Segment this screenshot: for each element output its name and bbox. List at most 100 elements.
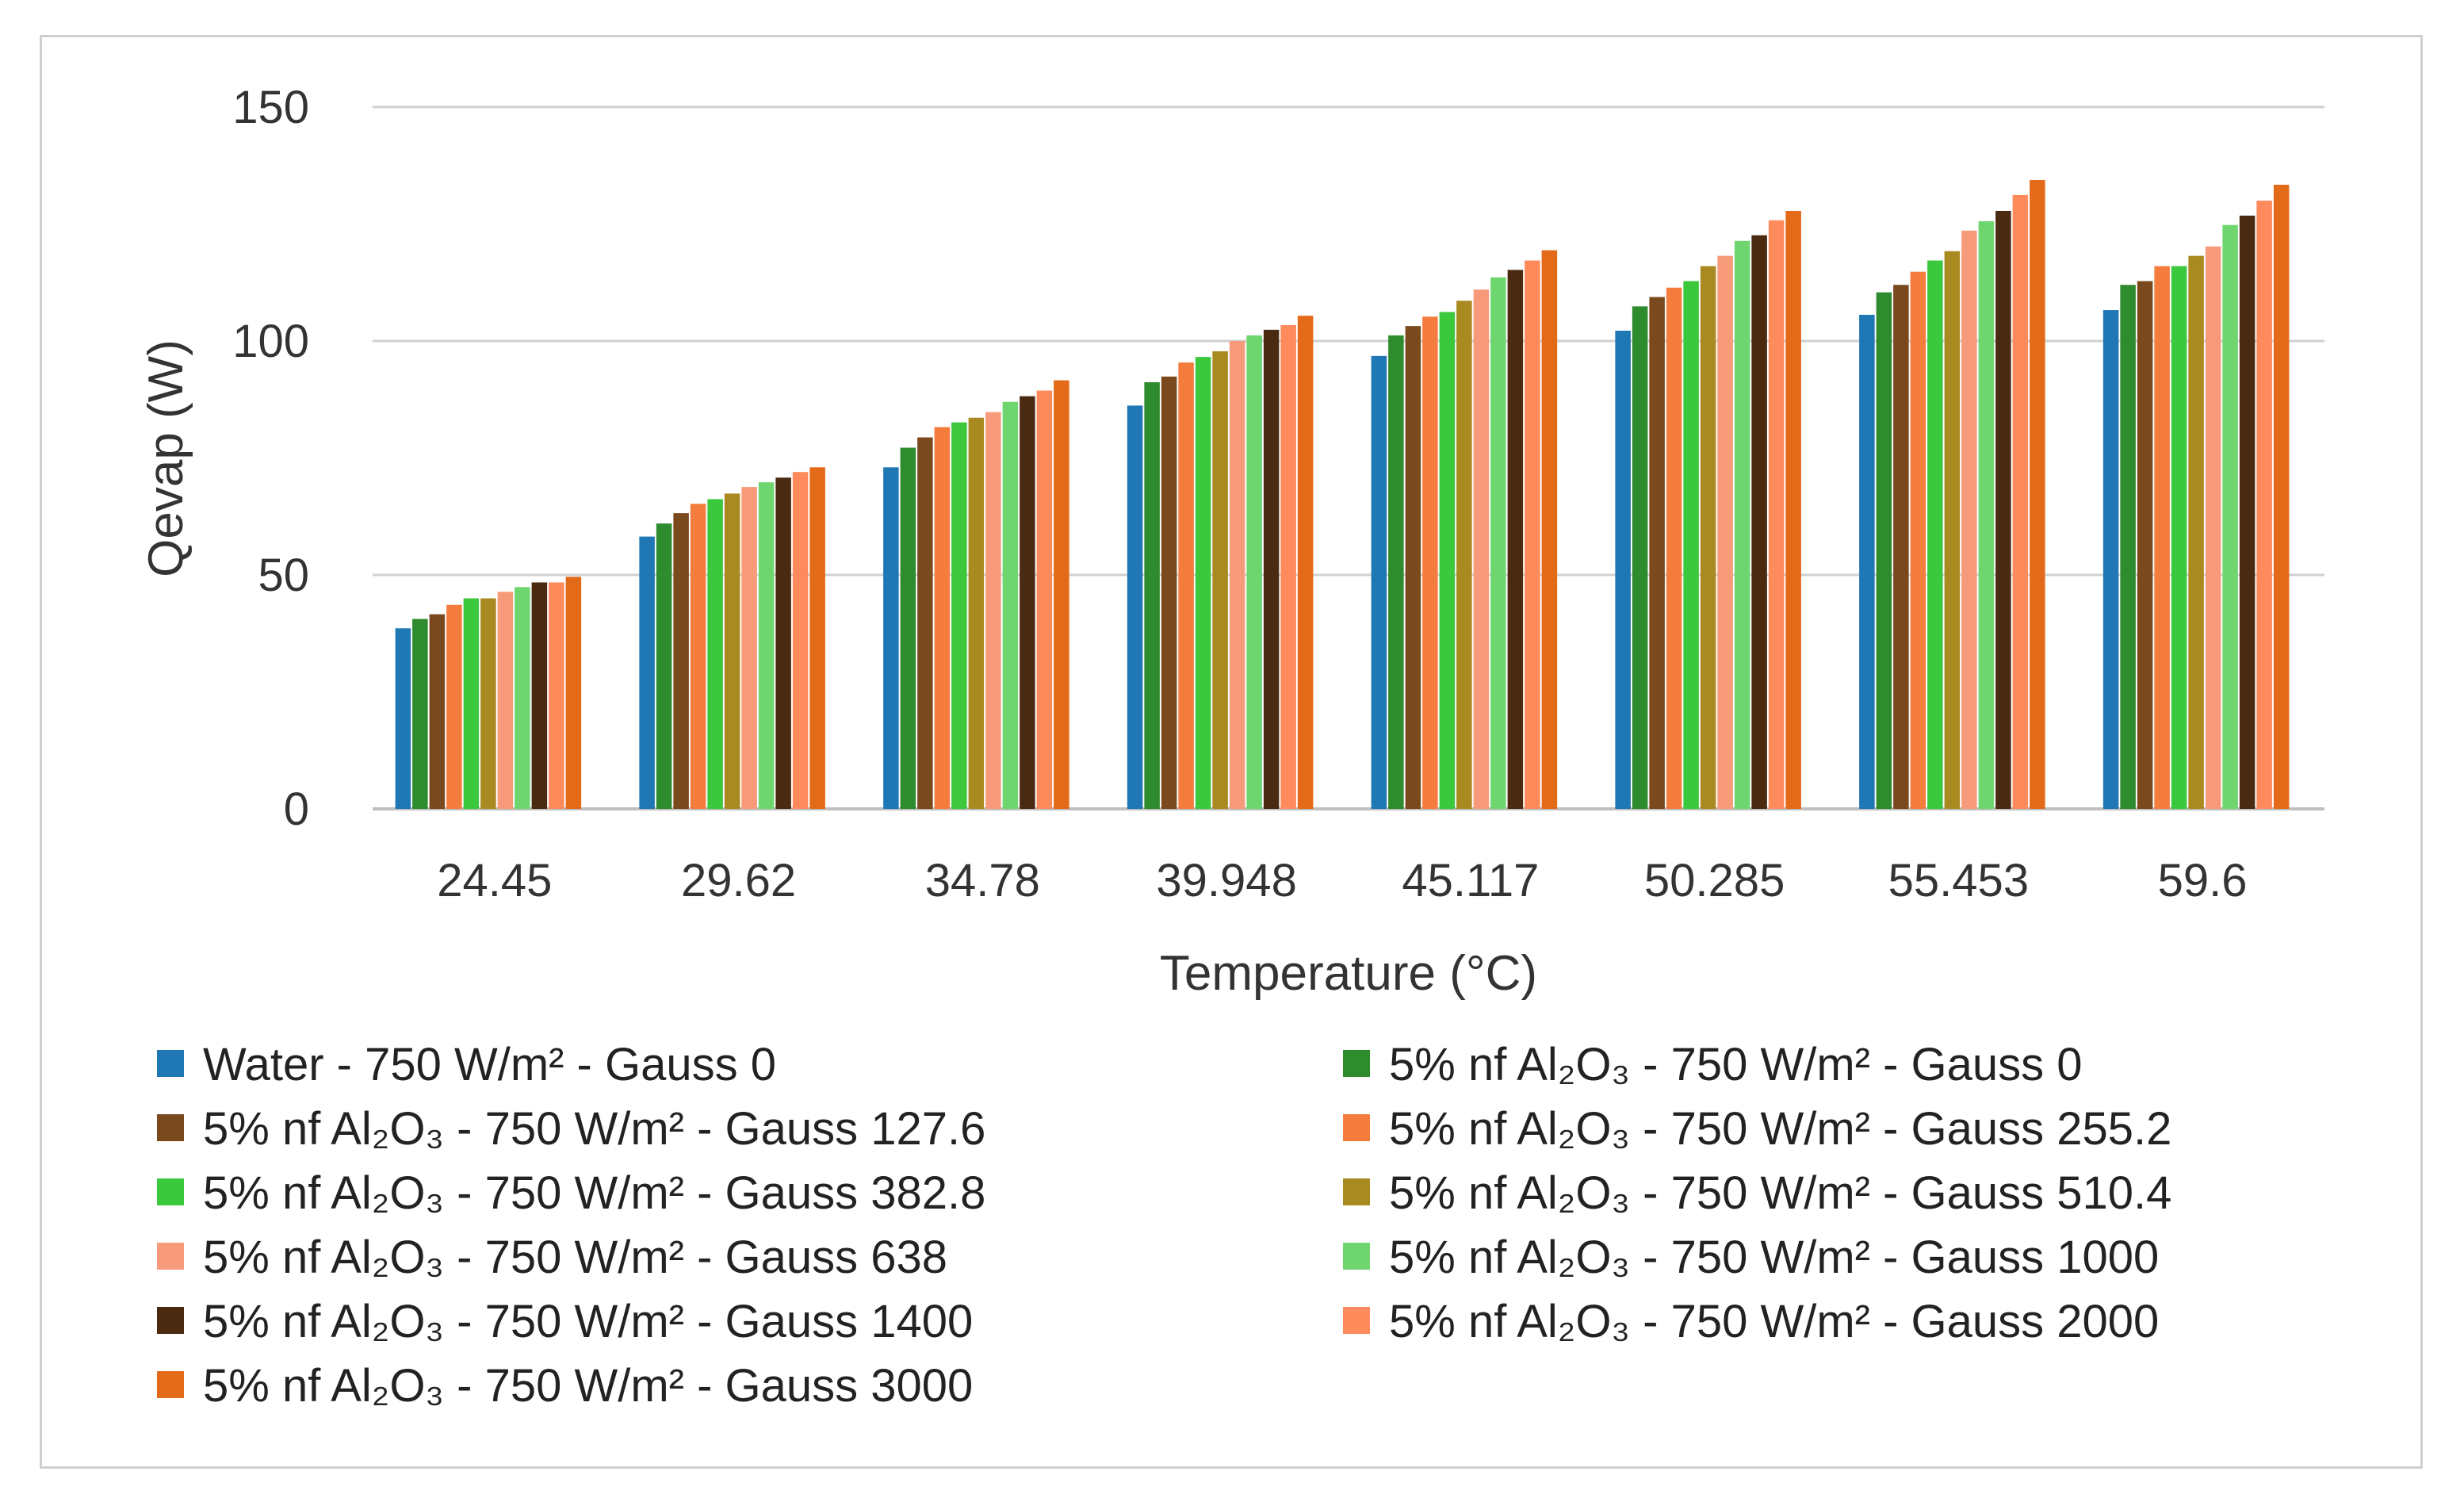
bar (1649, 297, 1665, 809)
legend-item: 5% nf Al₂O₃ - 750 W/m² - Gauss 510.4 (1343, 1167, 2171, 1219)
bar (1388, 335, 1404, 809)
bar (2239, 215, 2255, 809)
legend-label: 5% nf Al₂O₃ - 750 W/m² - Gauss 3000 (203, 1360, 973, 1412)
x-tick-label: 34.78 (925, 855, 1040, 906)
legend-swatch (157, 1307, 184, 1334)
bar (1859, 314, 1875, 810)
legend-label: 5% nf Al₂O₃ - 750 W/m² - Gauss 510.4 (1389, 1167, 2171, 1219)
bar (565, 577, 582, 809)
x-tick-label: 39.948 (1156, 855, 1296, 906)
bar (741, 487, 757, 809)
bar (549, 582, 564, 809)
legend-item: 5% nf Al₂O₃ - 750 W/m² - Gauss 382.8 (157, 1167, 985, 1219)
bar (1020, 396, 1035, 809)
bar (1144, 381, 1160, 809)
bar (1246, 335, 1262, 809)
bar (883, 467, 899, 809)
bar (673, 513, 689, 809)
legend-swatch (1343, 1050, 1370, 1077)
bar (1229, 341, 1245, 809)
legend-swatch (157, 1178, 184, 1205)
legend-swatch (1343, 1178, 1370, 1205)
legend: Water - 750 W/m² - Gauss 0 5% nf Al₂O₃ - … (157, 1039, 2171, 1412)
bar (1212, 351, 1228, 810)
bar (639, 536, 655, 809)
bar (1785, 210, 1801, 810)
legend-item: 5% nf Al₂O₃ - 750 W/m² - Gauss 127.6 (157, 1103, 985, 1155)
bar (2154, 266, 2170, 810)
y-axis-ticks: 0 50 100 150 (232, 82, 309, 835)
bar (1422, 316, 1438, 809)
bar (1751, 235, 1767, 809)
legend-label: 5% nf Al₂O₃ - 750 W/m² - Gauss 127.6 (203, 1103, 985, 1155)
legend-label: 5% nf Al₂O₃ - 750 W/m² - Gauss 382.8 (203, 1167, 985, 1219)
bar (707, 499, 723, 809)
bar (1036, 390, 1053, 809)
bar (1405, 326, 1421, 809)
bar (1263, 329, 1280, 810)
bar (1910, 271, 1926, 809)
x-tick-label: 45.117 (1402, 855, 1539, 906)
bar (1666, 287, 1682, 809)
bar (724, 493, 740, 809)
bar (446, 604, 462, 809)
bar (1961, 230, 1977, 809)
legend-item: 5% nf Al₂O₃ - 750 W/m² - Gauss 1000 (1343, 1232, 2159, 1283)
bar (917, 437, 933, 809)
y-tick-label: 100 (232, 316, 309, 367)
bar (2188, 255, 2204, 809)
bar (758, 482, 775, 809)
bar (951, 422, 967, 809)
bar (775, 477, 791, 809)
bar (985, 412, 1001, 809)
bar (2222, 224, 2238, 809)
bar (2120, 285, 2136, 809)
legend-swatch (157, 1243, 184, 1270)
bar (2256, 201, 2272, 809)
x-tick-label: 29.62 (681, 855, 796, 906)
bar (2102, 310, 2119, 809)
bar (656, 523, 672, 809)
legend-label: 5% nf Al₂O₃ - 750 W/m² - Gauss 255.2 (1389, 1103, 2171, 1155)
legend-item: 5% nf Al₂O₃ - 750 W/m² - Gauss 0 (1343, 1039, 2083, 1090)
legend-item: 5% nf Al₂O₃ - 750 W/m² - Gauss 3000 (157, 1360, 973, 1412)
x-tick-label: 50.285 (1644, 855, 1785, 906)
legend-item: 5% nf Al₂O₃ - 750 W/m² - Gauss 1400 (157, 1296, 973, 1347)
bar (1893, 285, 1909, 809)
x-tick-label: 24.45 (437, 855, 552, 906)
bars (395, 180, 2290, 810)
bar (1127, 405, 1143, 809)
bar (968, 417, 985, 809)
legend-swatch (157, 1371, 184, 1398)
legend-label: 5% nf Al₂O₃ - 750 W/m² - Gauss 0 (1389, 1039, 2083, 1090)
bar (1700, 266, 1716, 810)
bar (934, 427, 951, 809)
bar (1473, 289, 1490, 810)
legend-swatch (157, 1050, 184, 1077)
bar (480, 598, 496, 809)
bar (395, 628, 411, 809)
bar (463, 598, 480, 809)
x-tick-label: 59.6 (2158, 855, 2248, 906)
bar (2012, 194, 2029, 810)
legend-item: 5% nf Al₂O₃ - 750 W/m² - Gauss 638 (157, 1232, 947, 1283)
bar (497, 592, 514, 809)
y-axis-title: Qevap (W) (139, 339, 193, 577)
bar (792, 472, 809, 809)
bar (1439, 312, 1456, 809)
bar (1371, 355, 1387, 809)
bar (412, 619, 428, 809)
bar (1615, 331, 1631, 809)
bar (1002, 401, 1019, 809)
bar (1178, 362, 1194, 809)
bar (1161, 376, 1177, 810)
bar (531, 582, 548, 809)
legend-item: 5% nf Al₂O₃ - 750 W/m² - Gauss 255.2 (1343, 1103, 2171, 1155)
bar (515, 587, 530, 809)
bar (2030, 180, 2045, 810)
bar (1541, 250, 1558, 809)
legend-item: 5% nf Al₂O₃ - 750 W/m² - Gauss 2000 (1343, 1296, 2159, 1347)
bar (2171, 266, 2187, 810)
bar (1683, 281, 1699, 810)
